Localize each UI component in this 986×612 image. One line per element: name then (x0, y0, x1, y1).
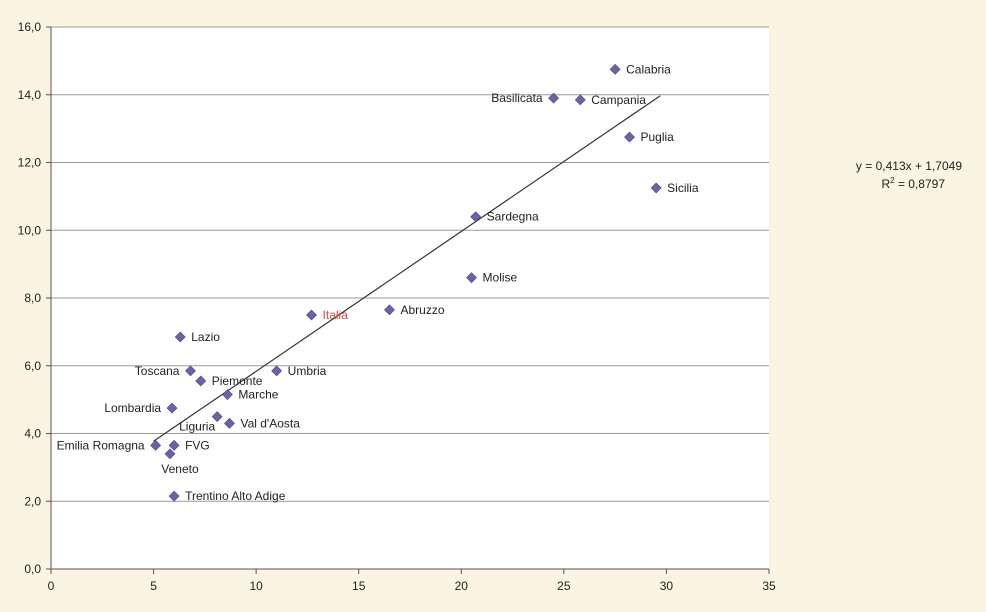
y-tick-label: 12,0 (18, 156, 42, 170)
point-labels: Calabria Basilicata Campania Puglia Sicilia S… (57, 62, 699, 503)
data-point (574, 94, 586, 106)
data-point (271, 365, 283, 377)
r-squared-exponent: 2 (890, 176, 895, 185)
point-label: FVG (185, 438, 210, 452)
data-point (211, 411, 223, 422)
r-squared-label: R2 = 0,8797 (881, 176, 945, 191)
x-tick-label: 10 (249, 579, 263, 593)
trendline-equation: y = 0,413x + 1,7049 (856, 159, 962, 173)
point-label: Emilia Romagna (57, 438, 145, 452)
y-tick-label: 0,0 (24, 562, 41, 576)
point-label: Toscana (135, 364, 180, 378)
x-tick-label: 5 (150, 579, 157, 593)
y-tick-label: 6,0 (24, 359, 41, 373)
y-tick-label: 14,0 (18, 88, 42, 102)
point-label: Abruzzo (400, 303, 444, 317)
point-label: Calabria (626, 62, 671, 76)
data-point (609, 63, 621, 75)
x-tick-label: 20 (455, 579, 469, 593)
data-point (168, 439, 180, 451)
point-label: Sardegna (487, 210, 539, 224)
gridlines (51, 26, 769, 502)
point-label: Trentino Alto Adige (185, 489, 286, 503)
r-squared-letter: R (881, 177, 890, 191)
x-axis-ticks: 0 5 10 15 20 25 30 35 (48, 569, 776, 593)
data-point (466, 272, 477, 284)
data-points (150, 63, 662, 502)
point-label: Lombardia (104, 401, 161, 415)
point-label: Liguria (179, 420, 215, 434)
data-point (548, 92, 560, 104)
point-label: Puglia (641, 130, 675, 144)
data-point (384, 304, 395, 316)
data-point (624, 131, 635, 143)
y-axis-ticks: 0,0 2,0 4,0 6,0 8,0 10,0 12,0 14,0 16,0 (18, 20, 51, 576)
data-point (164, 448, 176, 460)
y-tick-label: 10,0 (18, 223, 42, 237)
x-tick-label: 25 (557, 579, 571, 593)
y-tick-label: 16,0 (18, 20, 42, 34)
data-point (306, 309, 317, 321)
data-point (185, 365, 196, 377)
x-tick-label: 35 (762, 579, 776, 593)
point-label: Marche (238, 388, 278, 402)
data-point (168, 490, 180, 502)
point-label: Lazio (191, 330, 220, 344)
point-label: Umbria (288, 364, 327, 378)
y-tick-label: 4,0 (24, 427, 41, 441)
r-squared-value: = 0,8797 (895, 177, 946, 191)
point-label: Italia (323, 308, 349, 322)
data-point (150, 439, 162, 451)
data-point (470, 211, 482, 223)
point-label: Molise (483, 271, 518, 285)
data-point (166, 402, 178, 414)
data-point (221, 389, 233, 400)
point-label: Basilicata (491, 91, 543, 105)
x-tick-label: 30 (660, 579, 674, 593)
trendline (153, 95, 661, 442)
data-point (650, 182, 662, 194)
x-tick-label: 0 (48, 579, 55, 593)
data-point (195, 375, 207, 387)
data-point (224, 417, 235, 429)
point-label: Veneto (161, 462, 199, 476)
point-label: Piemonte (212, 374, 263, 388)
trendline-group (153, 95, 661, 442)
data-point (174, 331, 186, 343)
x-tick-label: 15 (352, 579, 366, 593)
point-label: Campania (591, 93, 646, 107)
y-tick-label: 2,0 (24, 494, 41, 508)
y-tick-label: 8,0 (24, 291, 41, 305)
point-label: Sicilia (667, 181, 699, 195)
point-label: Val d'Aosta (240, 416, 300, 430)
